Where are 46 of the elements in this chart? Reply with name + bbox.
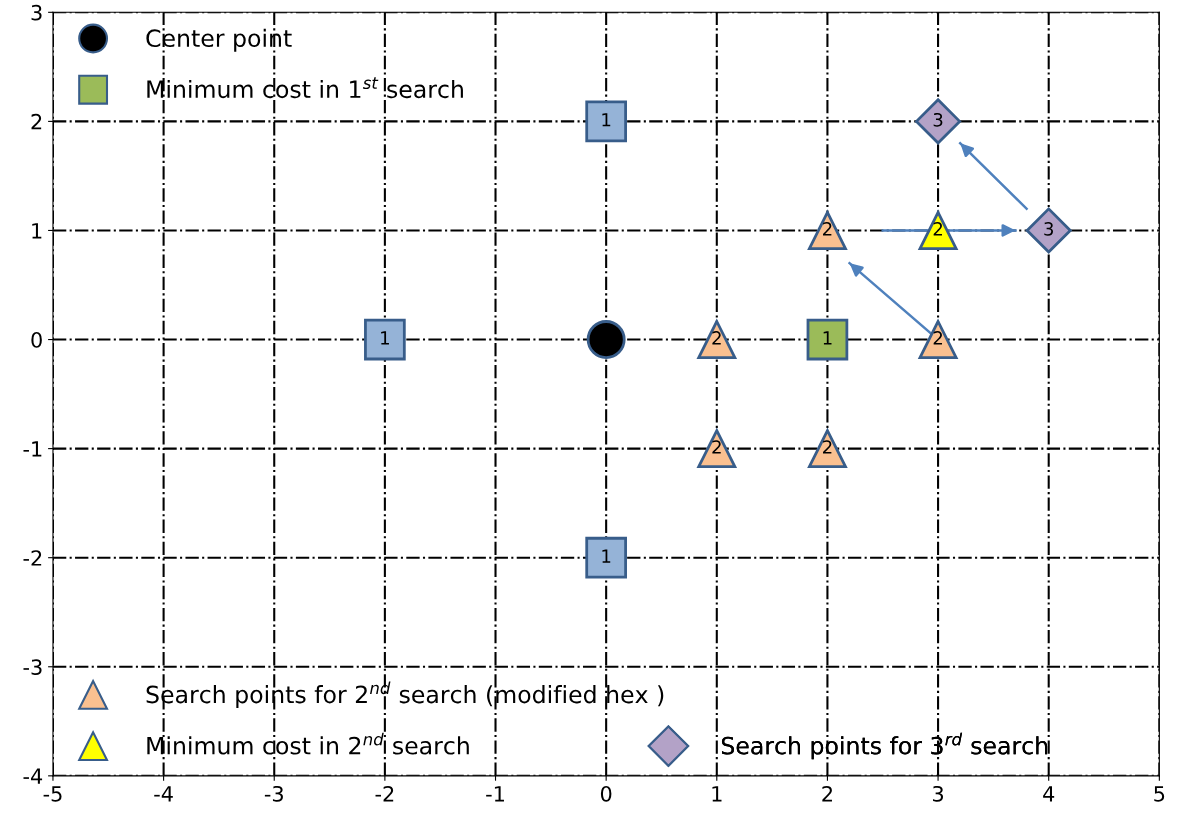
- annotation: 3: [1044, 222, 1053, 236]
- point: [697, 320, 737, 359]
- point: [918, 211, 958, 250]
- annotation: 1: [381, 331, 389, 345]
- annotation: 2: [933, 331, 942, 345]
- x-tick-label: 4: [1043, 786, 1055, 802]
- point: [586, 320, 626, 359]
- point: [807, 429, 847, 469]
- x-tick-label: -5: [43, 786, 62, 802]
- x-tick-label: 2: [822, 785, 832, 802]
- x-tick-label: 5: [1154, 786, 1165, 802]
- point: [918, 320, 958, 359]
- annotation: 2: [823, 222, 832, 236]
- x-tick-label: 0: [600, 785, 612, 802]
- y-tick-label: -3: [23, 659, 42, 675]
- y-tick-label: 1: [32, 223, 42, 239]
- y-tick-label: 3: [31, 4, 42, 21]
- y-tick-label: -1: [23, 441, 42, 457]
- y-tick-label: 2: [31, 113, 42, 130]
- legend-label: Search points for 2$^{nd}$ search (modified hex ): [146, 681, 664, 708]
- point: [915, 98, 962, 145]
- annotation: 1: [602, 549, 611, 563]
- x-tick-label: -1: [486, 786, 504, 802]
- point: [585, 100, 627, 143]
- annotation: 2: [933, 222, 942, 236]
- x-tick-label: 1: [712, 786, 722, 802]
- x-tick-label: 3: [933, 785, 944, 802]
- y-tick-label: 0: [31, 331, 42, 348]
- point: [585, 536, 627, 579]
- annotation: 1: [602, 113, 611, 127]
- annotation: 2: [712, 440, 721, 454]
- annotation: 2: [823, 440, 832, 454]
- point: [806, 318, 849, 361]
- annotation: 3: [933, 112, 943, 127]
- x-tick-label: -4: [154, 786, 173, 802]
- y-tick-label: -2: [23, 550, 42, 566]
- x-tick-label: -3: [264, 785, 283, 802]
- point: [697, 429, 737, 469]
- point: [364, 318, 406, 361]
- y-tick-label: -4: [23, 768, 43, 784]
- point: [807, 211, 847, 250]
- annotation: 2: [712, 331, 721, 345]
- x-tick-label: -2: [375, 785, 394, 802]
- point: [1025, 207, 1072, 254]
- legend-label: Minimum cost in 1$^{st}$ search: [147, 77, 463, 99]
- annotation: 1: [823, 331, 832, 345]
